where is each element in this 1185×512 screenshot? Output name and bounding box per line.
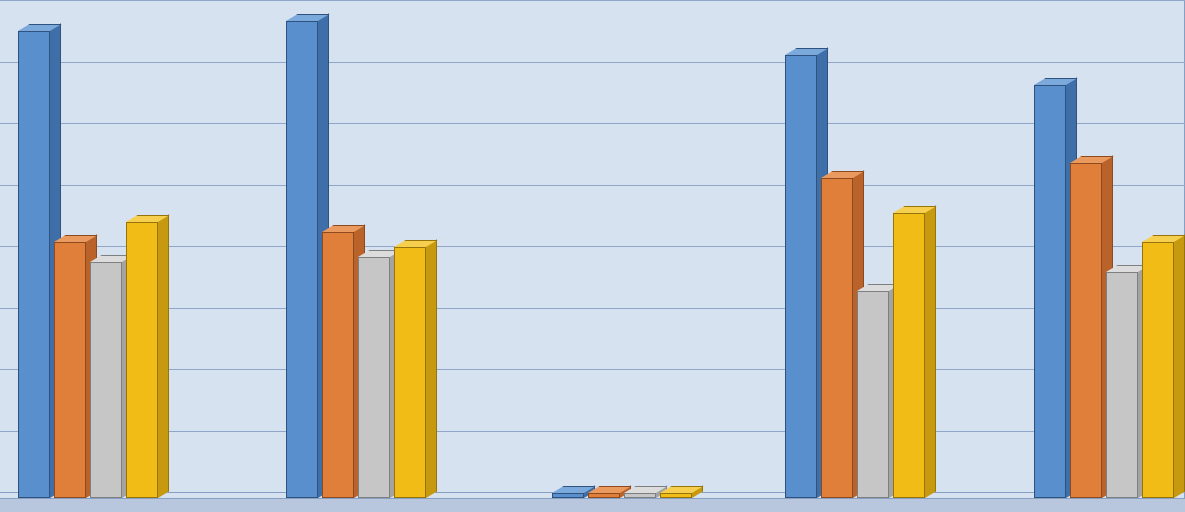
bar-s4 (660, 493, 692, 498)
bar-s1 (1034, 85, 1066, 498)
bar-s2 (54, 242, 86, 498)
bar-s3 (624, 493, 656, 498)
bar-s3 (90, 262, 122, 498)
bar-s3 (1106, 272, 1138, 498)
bar-s2 (322, 232, 354, 498)
plot-area (0, 0, 1185, 512)
bar-s4 (1142, 242, 1174, 498)
bar-s2 (821, 178, 853, 498)
bar-s1 (552, 493, 584, 498)
bar-s4 (394, 247, 426, 498)
bar-s3 (857, 291, 889, 498)
bar-chart-3d (0, 0, 1185, 512)
chart-floor (0, 498, 1185, 512)
bar-s1 (18, 31, 50, 498)
bar-s2 (588, 493, 620, 498)
bar-s1 (286, 21, 318, 498)
bar-s4 (126, 222, 158, 498)
bar-s3 (358, 257, 390, 498)
bar-s1 (785, 55, 817, 498)
bar-s4 (893, 213, 925, 498)
bar-s2 (1070, 163, 1102, 498)
